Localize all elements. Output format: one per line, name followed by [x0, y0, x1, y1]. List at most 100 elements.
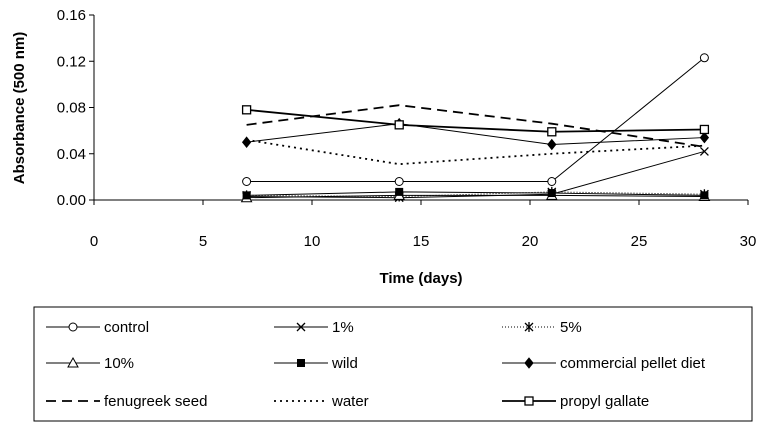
series-line-5pct [246, 191, 705, 198]
point-propyl-gallate [241, 105, 252, 115]
series-line-fenugreek-seed [246, 104, 705, 148]
point-commercial-pellet-diet [547, 138, 557, 151]
point-propyl-gallate [699, 124, 710, 135]
point-wild [700, 191, 709, 200]
legend-label-wild: wild [331, 355, 358, 372]
point-propyl-gallate-shape [394, 120, 404, 130]
series-propyl-gallate [241, 105, 710, 137]
y-tick-label: 0.04 [57, 146, 86, 163]
legend-marker-propyl-gallate-shape [524, 396, 534, 406]
y-tick-label: 0.12 [57, 53, 86, 70]
point-1pct [699, 146, 709, 156]
series-line-water [246, 138, 705, 166]
legend-marker-commercial-pellet-diet [524, 357, 534, 369]
legend-marker-control-shape [68, 322, 78, 332]
legend-label-commercial-pellet-diet: commercial pellet diet [560, 355, 706, 372]
series-line-10pct [246, 194, 705, 199]
plot-axes [93, 15, 748, 201]
x-tick-label: 20 [522, 233, 539, 250]
x-ticks: 0 5 10 15 20 25 30 [90, 200, 757, 250]
point-propyl-gallate [547, 127, 557, 137]
legend-item-propyl-gallate: propyl gallate [502, 393, 649, 410]
x-tick-label: 25 [631, 233, 648, 250]
point-control [394, 177, 404, 186]
legend-label-control: control [104, 319, 149, 336]
point-control-shape [394, 177, 404, 186]
point-wild-shape [242, 191, 251, 200]
point-commercial-pellet-diet [699, 131, 710, 144]
point-control-shape [242, 177, 252, 186]
legend-marker-10pct [67, 356, 79, 368]
point-commercial-pellet-diet-shape [241, 136, 252, 148]
point-wild-shape [700, 191, 709, 200]
legend-marker-control [68, 322, 78, 332]
y-axis-title: Absorbance (500 nm) [11, 32, 28, 185]
point-1pct-shape [699, 146, 709, 156]
point-wild-shape [395, 187, 404, 196]
point-propyl-gallate-shape [547, 127, 557, 137]
point-control [242, 177, 252, 186]
series-fenugreek-seed [246, 104, 705, 148]
legend-label-fenugreek-seed: fenugreek seed [104, 393, 207, 410]
series-line-commercial-pellet-diet [246, 123, 705, 146]
legend-marker-1pct [296, 322, 306, 332]
y-tick-label: 0.00 [57, 192, 86, 209]
point-control [547, 177, 557, 186]
legend-marker-propyl-gallate [524, 396, 534, 406]
point-propyl-gallate-shape [699, 124, 710, 135]
y-ticks: 0.00 0.04 0.08 0.12 0.16 [57, 7, 94, 209]
legend-item-control: control [46, 319, 149, 336]
legend-marker-wild [297, 359, 305, 367]
legend-label-10pct: 10% [104, 355, 134, 372]
point-wild-shape [547, 189, 556, 198]
y-tick-label: 0.08 [57, 100, 86, 117]
legend-item-wild: wild [274, 355, 358, 372]
x-axis-title: Time (days) [379, 270, 462, 287]
y-tick-label: 0.16 [57, 7, 86, 24]
legend-label-5pct: 5% [560, 319, 582, 336]
x-tick-label: 5 [199, 233, 207, 250]
series-line-propyl-gallate [246, 108, 705, 133]
legend-item-water: water [274, 393, 369, 410]
legend-marker-wild-shape [297, 359, 305, 367]
legend-label-1pct: 1% [332, 319, 354, 336]
series-commercial-pellet-diet [241, 117, 710, 151]
point-control [699, 53, 709, 63]
point-propyl-gallate [394, 120, 404, 130]
series-lines [240, 53, 711, 203]
legend-box [33, 306, 753, 422]
point-wild [395, 187, 404, 196]
series-wild [242, 187, 709, 200]
legend-marker-5pct [524, 322, 534, 332]
legend-item-commercial-pellet-diet: commercial pellet diet [502, 355, 706, 372]
point-wild [242, 191, 251, 200]
x-tick-label: 0 [90, 233, 98, 250]
point-commercial-pellet-diet [241, 136, 252, 148]
series-line-control [246, 57, 705, 182]
point-commercial-pellet-diet-shape [699, 131, 710, 144]
legend-marker-10pct-shape [67, 356, 79, 368]
point-wild [547, 189, 556, 198]
legend-label-water: water [331, 393, 369, 410]
series-water [246, 138, 705, 166]
x-tick-label: 30 [740, 233, 757, 250]
legend-marker-5pct-shape [524, 322, 534, 332]
point-control-shape [699, 53, 709, 63]
legend-label-propyl-gallate: propyl gallate [560, 393, 649, 410]
series-line-wild [246, 191, 705, 196]
legend-marker-commercial-pellet-diet-shape [524, 357, 534, 369]
point-control-shape [547, 177, 557, 186]
x-tick-label: 10 [304, 233, 321, 250]
legend-item-fenugreek-seed: fenugreek seed [46, 393, 207, 410]
legend-item-10pct: 10% [46, 355, 134, 372]
point-commercial-pellet-diet-shape [547, 138, 557, 151]
legend-item-5pct: 5% [502, 319, 582, 336]
legend: control 1% 5% 10% wild commercial pellet diet… [46, 319, 706, 410]
point-propyl-gallate-shape [241, 105, 252, 115]
legend-marker-1pct-shape [296, 322, 306, 332]
x-tick-label: 15 [413, 233, 430, 250]
legend-item-1pct: 1% [274, 319, 354, 336]
series-control [242, 53, 709, 186]
series-line-1pct [246, 150, 705, 199]
